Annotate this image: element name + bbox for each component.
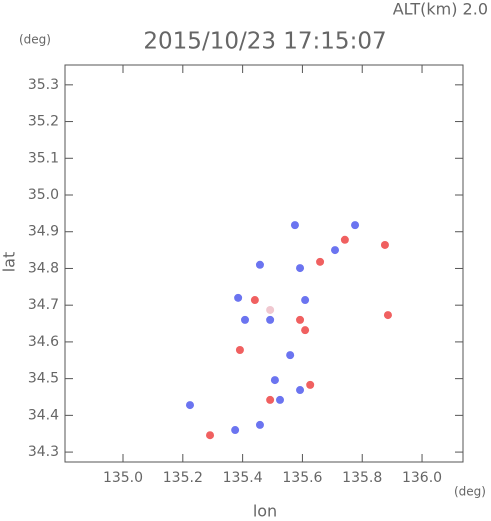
y-tick-label: 35.0 <box>28 187 59 203</box>
point <box>206 431 215 440</box>
y-tick-label: 35.2 <box>28 114 59 130</box>
point <box>340 235 349 244</box>
point <box>383 311 392 320</box>
point <box>185 401 194 410</box>
point <box>235 345 244 354</box>
x-tick-label: 135.0 <box>103 470 143 486</box>
x-tick-label: 135.8 <box>342 470 382 486</box>
point <box>290 221 299 230</box>
plot-frame <box>64 64 464 463</box>
point <box>380 240 389 249</box>
point <box>351 221 360 230</box>
point <box>255 260 264 269</box>
point <box>241 315 250 324</box>
x-tick-label: 135.6 <box>282 470 322 486</box>
y-tick-label: 34.7 <box>28 297 59 313</box>
point <box>234 293 243 302</box>
point <box>266 315 275 324</box>
point <box>301 326 310 335</box>
point <box>275 395 284 404</box>
point <box>301 296 310 305</box>
y-tick-label: 34.4 <box>28 407 59 423</box>
point <box>306 380 315 389</box>
point <box>255 420 264 429</box>
point <box>286 351 295 360</box>
point <box>250 296 259 305</box>
point <box>231 426 240 435</box>
point <box>296 315 305 324</box>
point <box>296 386 305 395</box>
y-tick-label: 35.1 <box>28 150 59 166</box>
x-axis-label: lon <box>253 502 277 521</box>
x-unit: (deg) <box>454 485 486 499</box>
y-tick-label: 34.5 <box>28 371 59 387</box>
point <box>316 257 325 266</box>
y-axis-label: lat <box>0 252 19 273</box>
point <box>266 395 275 404</box>
x-tick-label: 136.0 <box>402 470 442 486</box>
y-unit: (deg) <box>19 33 51 47</box>
y-tick-label: 34.8 <box>28 260 59 276</box>
y-tick-label: 34.3 <box>28 444 59 460</box>
x-tick-label: 135.2 <box>163 470 203 486</box>
y-tick-label: 34.6 <box>28 334 59 350</box>
chart-subtitle: ALT(km) 2.0 <box>393 0 488 19</box>
point <box>296 264 305 273</box>
point <box>270 376 279 385</box>
point <box>266 305 275 314</box>
x-tick-label: 135.4 <box>223 470 263 486</box>
y-tick-label: 35.3 <box>28 77 59 93</box>
point <box>331 246 340 255</box>
chart-title: 2015/10/23 17:15:07 <box>143 29 386 55</box>
y-tick-label: 34.9 <box>28 224 59 240</box>
